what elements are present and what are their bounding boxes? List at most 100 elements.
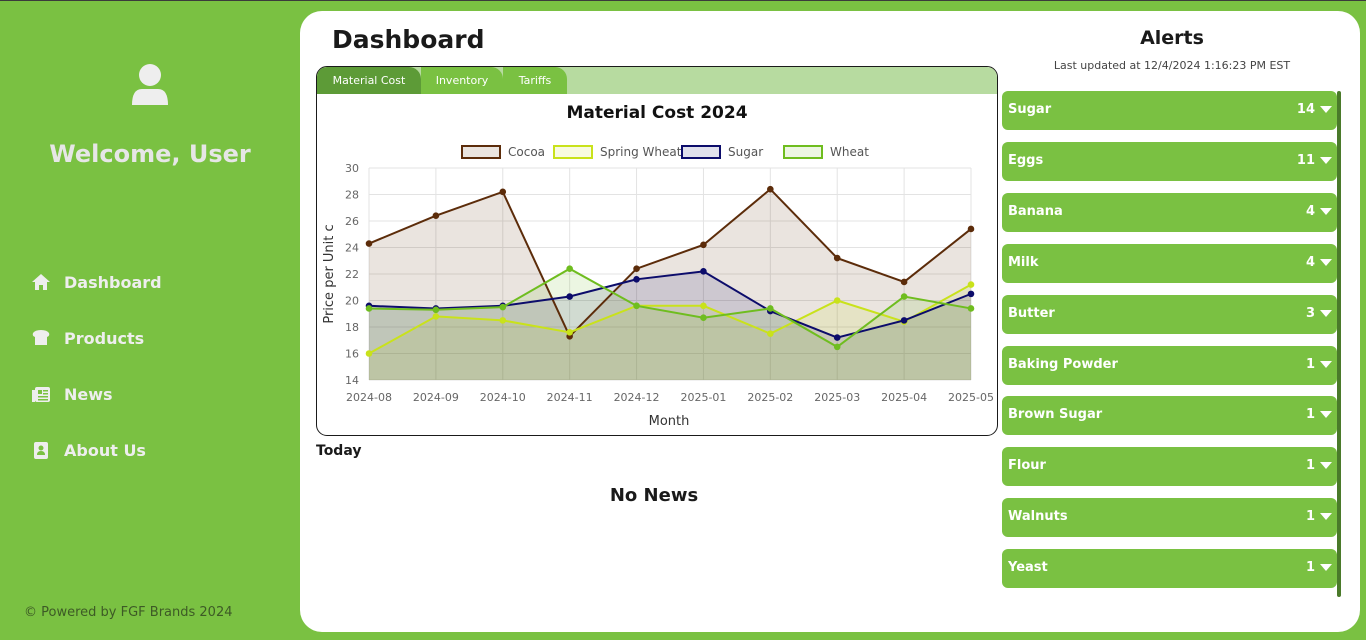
nav-about-us-label: About Us [64,440,146,460]
data-point [833,254,841,262]
alert-item-name: Eggs [1008,152,1044,168]
alert-item[interactable]: Brown Sugar 1 [1002,396,1337,436]
data-point [767,305,774,312]
data-point [633,276,640,283]
data-point [967,305,975,312]
data-point [432,212,440,219]
data-point [900,317,908,324]
alert-item[interactable]: Flour 1 [1002,447,1337,487]
x-tick-label: 2025-03 [814,391,860,404]
alert-item-name: Brown Sugar [1008,407,1103,423]
nav-news-label: News [64,384,113,404]
chevron-down-icon[interactable] [1320,513,1332,521]
chevron-down-icon[interactable] [1320,106,1332,113]
no-news-message: No News [609,485,699,506]
alert-item-name: Milk [1008,254,1039,270]
chevron-down-icon[interactable] [1320,411,1332,419]
alert-item-name: Flour [1008,458,1046,474]
y-tick-label: 22 [345,268,359,281]
chevron-down-icon[interactable] [1320,309,1332,317]
data-point [833,297,841,304]
x-tick-label: 2024-09 [413,391,459,404]
x-tick-label: 2024-12 [614,391,660,404]
alert-item[interactable]: Walnuts 1 [1002,498,1337,538]
data-point [365,240,373,247]
y-tick-label: 18 [345,321,359,334]
data-point [633,265,640,272]
alert-item[interactable]: Banana 4 [1002,192,1337,232]
alert-item[interactable]: Eggs 11 [1002,141,1337,181]
main-panel: Dashboard Material Cost Inventory Tariff… [300,11,1360,632]
data-point [700,314,707,322]
chevron-down-icon[interactable] [1320,156,1332,164]
y-tick-label: 30 [345,162,359,175]
chevron-down-icon[interactable] [1320,360,1332,368]
tab-bar: Material Cost Inventory Tariffs [317,67,997,94]
nav-news[interactable]: News [30,380,113,408]
y-tick-label: 24 [345,242,359,255]
data-point [700,302,707,310]
series-area [369,284,971,380]
nav-dashboard-label: Dashboard [64,272,162,292]
data-point [833,334,841,341]
series-area [369,271,971,380]
data-point [365,305,373,312]
x-tick-label: 2024-11 [547,391,593,404]
alert-item[interactable]: Milk 4 [1002,243,1337,283]
page-title: Dashboard [332,25,485,54]
top-border [0,0,1366,1]
chevron-down-icon[interactable] [1320,462,1332,470]
x-tick-label: 2025-04 [881,391,927,404]
tab-inventory[interactable]: Inventory [421,67,503,94]
legend-swatch [461,145,501,159]
chevron-down-icon[interactable] [1320,207,1332,215]
data-point [900,293,908,300]
data-point [633,302,640,310]
nav-products[interactable]: Products [30,324,144,352]
alert-item-count: 1 [1305,407,1315,423]
legend-swatch [553,145,593,159]
alert-item-count: 1 [1305,356,1315,372]
alert-item[interactable]: Yeast 1 [1002,549,1337,589]
y-tick-label: 16 [345,348,359,361]
x-tick-label: 2025-02 [747,391,793,404]
alert-item-count: 3 [1305,305,1315,321]
series-line [368,283,972,355]
chevron-down-icon[interactable] [1320,258,1332,266]
chevron-down-icon[interactable] [1320,564,1332,572]
bread-icon [30,328,52,348]
data-point [967,290,975,298]
data-point [967,281,975,288]
footer-credit: © Powered by FGF Brands 2024 [24,605,233,620]
alert-item-name: Butter [1008,305,1055,321]
newspaper-icon [30,384,52,404]
alert-item[interactable]: Baking Powder 1 [1002,345,1337,385]
data-point [900,278,908,286]
alert-item-count: 14 [1296,102,1315,117]
legend-label: Spring Wheat [600,145,682,159]
data-point [767,185,774,193]
x-tick-label: 2025-05 [948,391,994,404]
nav-about-us[interactable]: About Us [30,436,146,464]
data-point [499,317,507,324]
nav-dashboard[interactable]: Dashboard [30,268,162,296]
data-point [365,350,373,357]
tab-tariffs[interactable]: Tariffs [503,67,567,94]
welcome-message: Welcome, User [49,140,251,168]
data-point [566,329,573,336]
data-point [499,188,507,196]
y-tick-label: 14 [345,374,359,387]
tab-material-cost[interactable]: Material Cost [317,67,421,94]
legend-label: Sugar [728,145,763,159]
contact-book-icon [30,440,52,460]
data-point [566,293,573,300]
alert-item[interactable]: Sugar 14 [1002,91,1337,130]
alert-item-name: Banana [1008,203,1063,219]
x-tick-label: 2024-10 [480,391,526,404]
series-line [368,270,972,339]
user-avatar-icon [130,63,170,107]
alert-item[interactable]: Butter 3 [1002,294,1337,334]
alerts-title: Alerts [1140,27,1204,49]
chart-card: Material Cost Inventory Tariffs Material… [316,66,998,436]
alerts-scrollbar[interactable] [1337,91,1341,597]
